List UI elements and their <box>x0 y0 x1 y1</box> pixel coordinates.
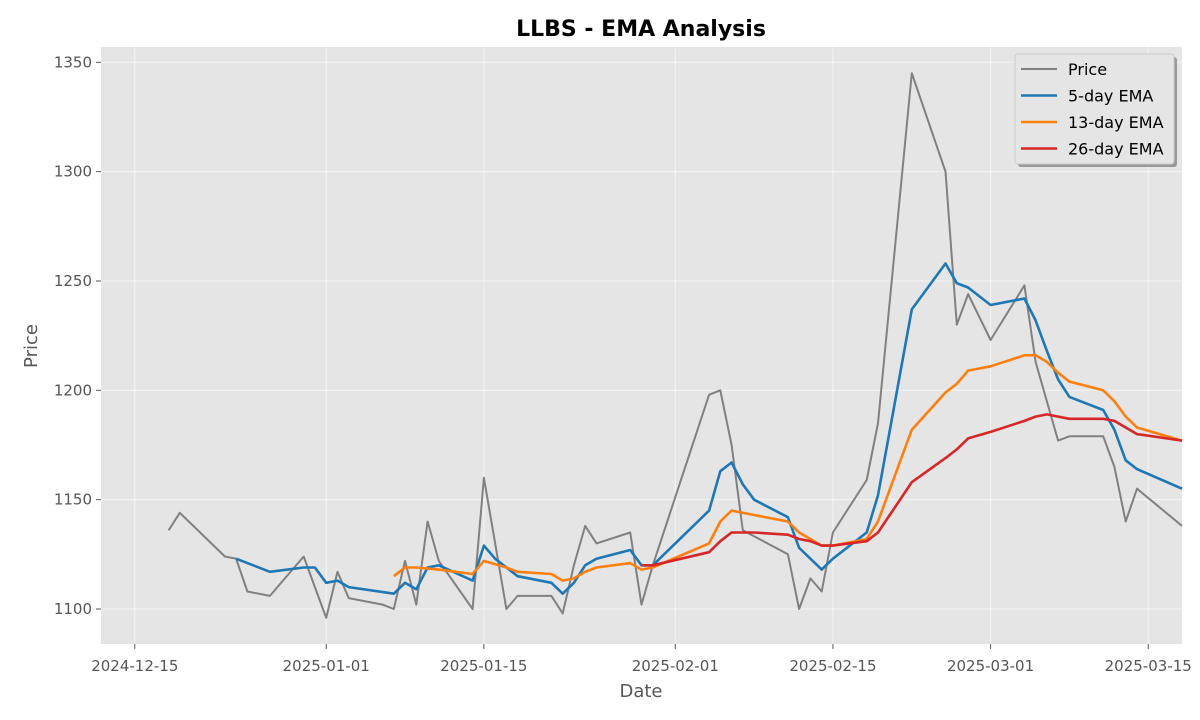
legend-label-26-day-ema: 26-day EMA <box>1068 140 1164 159</box>
grid <box>101 47 1182 644</box>
y-tick-label: 1100 <box>54 600 92 618</box>
26-day-ema-line <box>641 413 1183 567</box>
x-tick-label: 2024-12-15 <box>91 657 178 675</box>
y-axis-ticks: 1100 1150 1200 1250 1300 1350 <box>54 53 101 618</box>
chart-title: LLBS - EMA Analysis <box>516 17 766 42</box>
x-tick-label: 2025-01-15 <box>440 657 527 675</box>
y-tick-label: 1350 <box>54 53 92 71</box>
x-axis-label: Date <box>619 681 662 702</box>
y-tick-label: 1150 <box>54 491 92 509</box>
legend: Price 5-day EMA 13-day EMA 26-day EMA <box>1014 53 1177 167</box>
x-tick-label: 2025-03-15 <box>1105 657 1192 675</box>
legend-label-price: Price <box>1068 60 1107 79</box>
x-tick-label: 2025-03-01 <box>947 657 1034 675</box>
legend-label-13-day-ema: 13-day EMA <box>1068 113 1164 132</box>
y-tick-label: 1250 <box>54 272 92 290</box>
x-axis-ticks: 2024-12-15 2025-01-01 2025-01-15 2025-02-01… <box>91 644 1192 675</box>
y-tick-label: 1200 <box>54 381 92 399</box>
plot-area <box>101 47 1182 644</box>
legend-label-5-day-ema: 5-day EMA <box>1068 87 1153 106</box>
price-line <box>167 72 1183 619</box>
13-day-ema-line <box>393 354 1183 582</box>
5-day-ema-line <box>235 262 1183 595</box>
legend-box <box>1014 53 1175 165</box>
x-tick-label: 2025-02-01 <box>632 657 719 675</box>
x-tick-label: 2025-02-15 <box>789 657 876 675</box>
x-tick-label: 2025-01-01 <box>283 657 370 675</box>
y-axis-label: Price <box>21 324 42 368</box>
y-tick-label: 1300 <box>54 163 92 181</box>
series-lines <box>167 72 1183 619</box>
